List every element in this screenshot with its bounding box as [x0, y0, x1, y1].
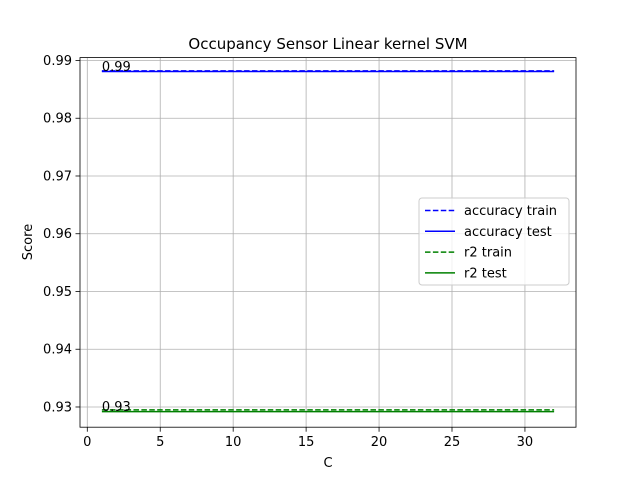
y-tick-label: 0.94	[43, 343, 72, 358]
legend-label: accuracy test	[464, 225, 552, 240]
annotations: 0.99 0.93	[102, 60, 131, 415]
legend-box	[418, 197, 570, 286]
y-tick-label: 0.96	[43, 227, 72, 242]
y-tick-label: 0.95	[43, 285, 72, 300]
x-tick-label: 20	[371, 435, 388, 450]
legend-label: r2 test	[464, 266, 507, 281]
y-tick-label: 0.98	[43, 112, 72, 127]
x-tick-label: 25	[444, 435, 461, 450]
x-tick-label: 5	[156, 435, 164, 450]
x-tick-label: 0	[83, 435, 91, 450]
legend: accuracy train accuracy test r2 train r2 te…	[418, 197, 570, 286]
y-tick-label: 0.99	[43, 54, 72, 69]
legend-label: accuracy train	[464, 204, 557, 219]
x-tick-label: 15	[298, 435, 315, 450]
y-axis-ticks: 0.93 0.94 0.95 0.96 0.97 0.98 0.99	[43, 54, 80, 415]
legend-label: r2 train	[464, 246, 512, 261]
chart-title: Occupancy Sensor Linear kernel SVM	[188, 35, 467, 53]
data-annotation: 0.93	[102, 400, 131, 415]
plot-series	[101, 70, 555, 413]
y-tick-label: 0.93	[43, 400, 72, 415]
y-axis-label: Score	[21, 224, 36, 260]
x-axis-label: C	[323, 456, 332, 471]
x-axis-ticks: 0 5 10 15 20 25 30	[83, 427, 533, 450]
plot-frame	[79, 57, 577, 428]
x-tick-label: 30	[517, 435, 534, 450]
data-annotation: 0.99	[102, 60, 131, 75]
legend-entries: accuracy train accuracy test r2 train r2 te…	[425, 204, 557, 281]
y-tick-label: 0.97	[43, 169, 72, 184]
x-tick-label: 10	[225, 435, 242, 450]
